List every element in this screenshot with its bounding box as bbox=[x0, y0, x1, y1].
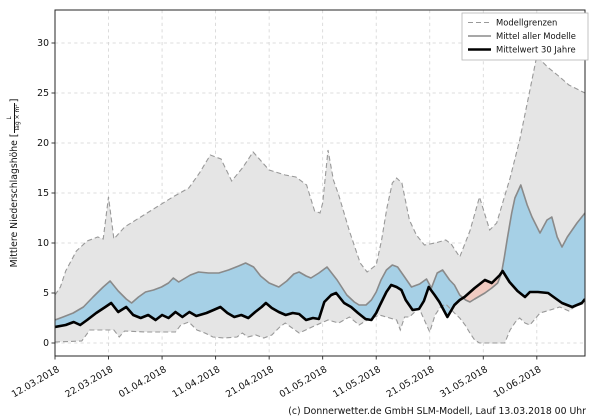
legend: Modellgrenzen Mittel aller Modelle Mittelw… bbox=[461, 12, 589, 61]
plot-frame bbox=[54, 9, 586, 357]
y-axis-label-suffix: ] bbox=[8, 98, 20, 103]
legend-label: Mittelwert 30 Jahre bbox=[496, 45, 576, 55]
y-tick-label: 15 bbox=[37, 188, 49, 199]
y-axis-unit-fraction: L Tag × m² bbox=[5, 103, 22, 133]
model-band-fill bbox=[55, 56, 585, 343]
y-axis-label: Mittlere Niederschlagshöhe [L Tag × m²] bbox=[5, 33, 22, 333]
copyright-footer: (c) Donnerwetter.de GmbH SLM-Modell, Lau… bbox=[288, 406, 586, 417]
plot-area bbox=[55, 54, 585, 344]
y-axis-label-prefix: Mittlere Niederschlagshöhe [ bbox=[8, 133, 20, 268]
y-tick-label: 25 bbox=[37, 88, 49, 99]
legend-label: Modellgrenzen bbox=[496, 18, 557, 28]
upper-bound-line bbox=[55, 54, 585, 296]
mean-30y-line bbox=[55, 269, 585, 329]
unit-numerator: L bbox=[5, 116, 13, 120]
y-tick-label: 0 bbox=[43, 338, 49, 349]
y-tick-label: 30 bbox=[37, 38, 49, 49]
y-tick-label: 10 bbox=[37, 238, 49, 249]
above-normal-fill bbox=[501, 185, 585, 307]
model-mean-line bbox=[55, 184, 585, 321]
legend-label: Mittel aller Modelle bbox=[496, 31, 576, 41]
above-normal-fill bbox=[55, 263, 464, 327]
below-normal-fill bbox=[463, 272, 502, 302]
unit-denominator: Tag × m² bbox=[13, 103, 22, 133]
lower-bound-line bbox=[55, 302, 585, 344]
y-tick-label: 5 bbox=[43, 288, 49, 299]
y-tick-label: 20 bbox=[37, 138, 49, 149]
